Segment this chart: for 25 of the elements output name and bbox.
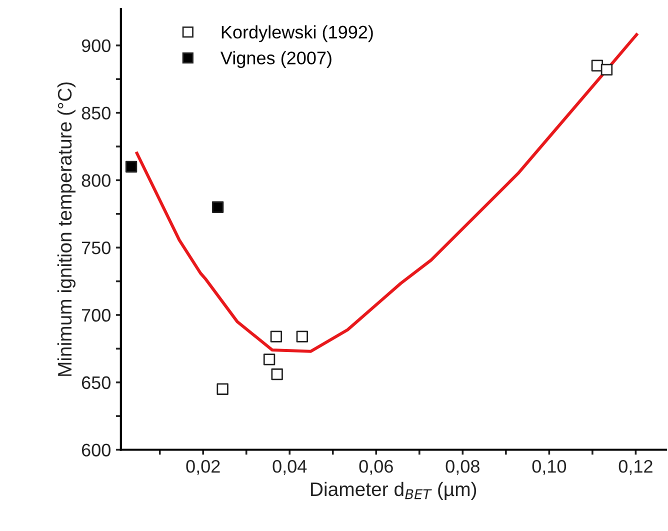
point xyxy=(125,160,138,173)
point xyxy=(270,330,282,342)
x-tick-label: 0,12 xyxy=(618,460,652,475)
point xyxy=(216,383,228,395)
y-tick-label: 900 xyxy=(82,39,110,52)
x-tick-label: 0,10 xyxy=(532,460,566,475)
x-axis-title: Diameter d$_{BET}$ (µm) xyxy=(311,482,476,500)
y-axis-title: Minimum ignition temperature (°C) xyxy=(57,82,76,376)
y-tick-label: 650 xyxy=(82,376,110,390)
y-tick-label: 700 xyxy=(82,308,110,322)
x-tick-label: 0,06 xyxy=(359,460,393,475)
y-tick-label: 850 xyxy=(82,106,110,120)
y-tick-label: 750 xyxy=(82,242,110,254)
point xyxy=(263,354,276,366)
point xyxy=(271,368,283,380)
y-tick-label: 600 xyxy=(82,444,110,456)
legend-label: Kordylewski (1992) xyxy=(222,25,373,42)
point xyxy=(212,201,224,213)
point xyxy=(296,330,308,342)
y-tick-label: 800 xyxy=(82,174,110,187)
legend-label: Vignes (2007) xyxy=(220,51,332,68)
x-tick-label: 0,02 xyxy=(186,460,220,475)
x-tick-label: 0,04 xyxy=(272,460,307,475)
x-tick-label: 0,08 xyxy=(446,460,480,475)
point xyxy=(600,64,613,76)
